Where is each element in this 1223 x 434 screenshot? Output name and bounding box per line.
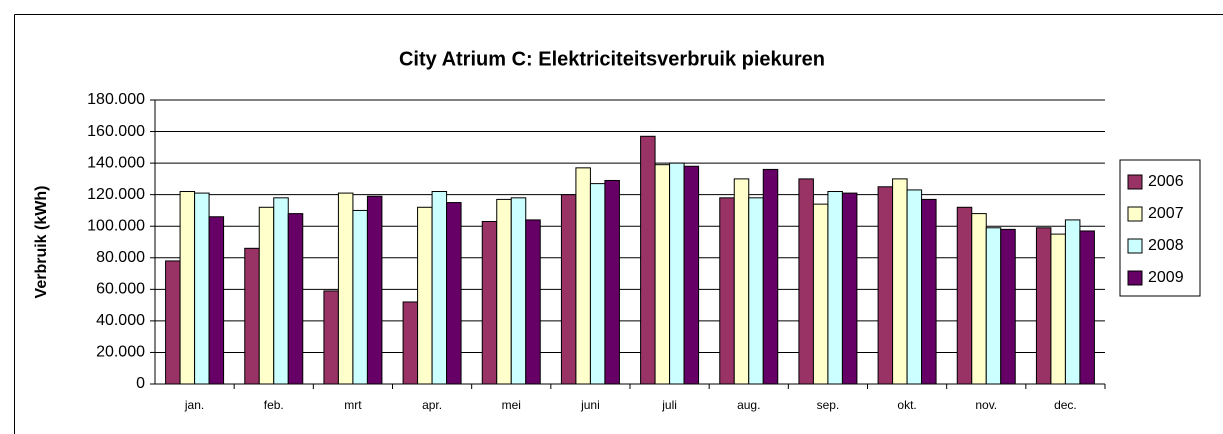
bar (985, 227, 1002, 385)
bar (841, 192, 858, 385)
bar (417, 206, 433, 385)
y-tick-label: 0 (136, 375, 145, 392)
bar (1035, 227, 1052, 385)
bar (748, 197, 764, 385)
legend-label: 2007 (1148, 205, 1184, 222)
bar (208, 216, 225, 385)
y-tick-label: 100.000 (87, 217, 145, 234)
bar (560, 194, 577, 385)
bar (683, 165, 700, 385)
y-tick-label: 20.000 (96, 344, 145, 361)
bar (366, 195, 383, 385)
bar (165, 260, 181, 385)
y-tick-label: 160.000 (87, 123, 145, 140)
legend-label: 2008 (1148, 237, 1184, 254)
chart-title: City Atrium C: Elektriciteitsverbruik pi… (399, 48, 825, 70)
bar (719, 197, 735, 385)
bar (575, 167, 591, 385)
bar (733, 178, 750, 385)
legend-swatch (1127, 238, 1143, 254)
bar (654, 164, 671, 385)
x-tick-label: juni (580, 398, 600, 412)
legend-swatch (1127, 206, 1143, 222)
y-tick-label: 80.000 (96, 249, 145, 266)
bar (273, 197, 289, 385)
bar (510, 197, 527, 385)
y-tick-label: 180.000 (87, 91, 145, 108)
x-tick-label: juli (661, 398, 677, 412)
bar (1064, 219, 1081, 385)
bar (352, 209, 368, 385)
bar (287, 213, 304, 385)
x-tick-label: feb. (264, 398, 284, 412)
x-tick-label: apr. (422, 398, 442, 412)
bar (589, 183, 606, 385)
x-tick-label: mei (502, 398, 521, 412)
y-tick-label: 140.000 (87, 154, 145, 171)
bar (906, 189, 923, 385)
legend-label: 2009 (1148, 269, 1184, 286)
bar (244, 247, 260, 385)
bar (921, 198, 937, 385)
bar (194, 192, 210, 385)
x-tick-label: okt. (897, 398, 916, 412)
bar (798, 178, 814, 385)
bar (1000, 228, 1016, 385)
bar (1079, 230, 1095, 385)
bar (640, 135, 656, 385)
x-tick-label: nov. (975, 398, 997, 412)
bar (892, 178, 908, 385)
legend-swatch (1127, 270, 1143, 286)
bar (323, 290, 339, 385)
bar (604, 179, 620, 385)
y-tick-label: 120.000 (87, 186, 145, 203)
x-tick-label: jan. (184, 398, 204, 412)
y-tick-label: 40.000 (96, 312, 145, 329)
bar (402, 301, 419, 385)
x-tick-label: aug. (737, 398, 760, 412)
bar (971, 213, 987, 385)
bar (877, 186, 894, 385)
x-tick-label: mrt (344, 398, 362, 412)
bar (337, 192, 354, 385)
x-tick-label: dec. (1054, 398, 1077, 412)
x-tick-label: sep. (817, 398, 840, 412)
y-axis-label: Verbruik (kWh) (33, 186, 50, 299)
bar (669, 162, 685, 385)
bar (1050, 233, 1066, 385)
bar (496, 198, 512, 385)
legend-label: 2006 (1148, 173, 1184, 190)
bar (812, 203, 829, 385)
bar (762, 168, 779, 385)
legend-swatch (1127, 174, 1143, 190)
bar (525, 219, 541, 385)
bar (827, 191, 843, 385)
bar (481, 220, 498, 385)
bar (446, 202, 462, 385)
y-tick-label: 60.000 (96, 281, 145, 298)
bar (431, 191, 448, 385)
bar (258, 206, 275, 385)
bar (179, 191, 196, 385)
bar (956, 206, 973, 385)
